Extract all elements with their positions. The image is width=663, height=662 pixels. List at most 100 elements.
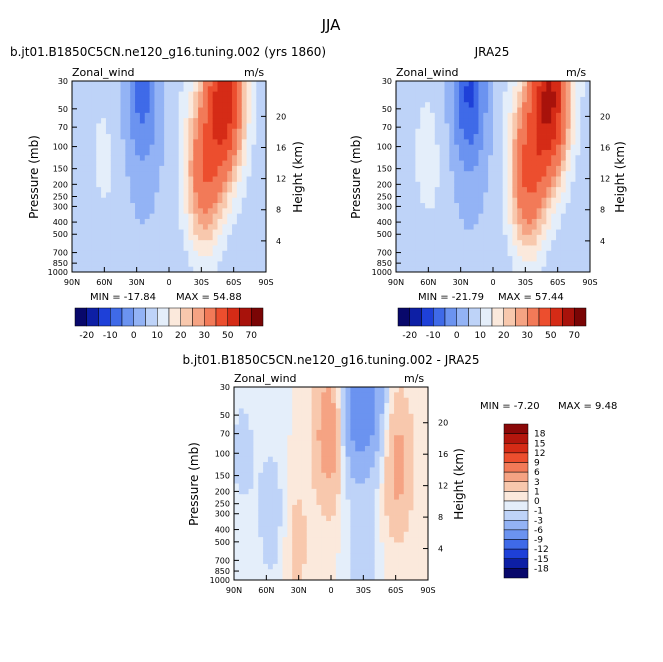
field-cell [459, 118, 465, 124]
field-cell [258, 488, 264, 495]
field-cell [212, 144, 218, 151]
field-cell [326, 387, 332, 393]
field-cell [76, 171, 83, 177]
field-cell [350, 397, 356, 404]
field-cell [556, 81, 562, 87]
field-cell [234, 558, 240, 565]
field-cell [139, 107, 146, 114]
field-cell [497, 197, 504, 204]
field-cell [178, 149, 184, 156]
field-cell [434, 118, 441, 124]
field-cell [331, 462, 337, 468]
field-cell [232, 134, 238, 140]
field-cell [403, 387, 409, 393]
field-cell [483, 134, 489, 140]
field-cell [473, 208, 479, 215]
field-cell [403, 547, 409, 554]
field-cell [326, 467, 332, 474]
colorbar-swatch [397, 307, 410, 327]
field-cell [405, 192, 411, 199]
field-cell [96, 118, 102, 124]
field-cell [236, 234, 243, 241]
field-cell [413, 563, 419, 570]
field-cell [243, 392, 249, 399]
field-cell [502, 245, 508, 252]
field-cell [110, 81, 117, 87]
field-cell [575, 240, 581, 246]
field-cell [360, 440, 366, 447]
field-cell [154, 96, 160, 103]
field-cell [105, 160, 112, 167]
field-cell [384, 526, 390, 533]
field-cell [335, 558, 342, 565]
field-cell [198, 224, 204, 230]
field-cell [81, 171, 87, 177]
field-cell [253, 558, 259, 565]
panel-obs-y2label: Height (km) [613, 141, 627, 212]
field-cell [502, 139, 508, 146]
field-cell [292, 488, 298, 495]
field-cell [282, 563, 288, 570]
field-cell [374, 462, 380, 468]
field-cell [135, 81, 141, 87]
field-cell [238, 462, 245, 468]
field-cell [246, 218, 252, 225]
field-cell [76, 208, 83, 215]
field-cell [418, 526, 424, 533]
field-cell [374, 558, 380, 565]
field-cell [169, 155, 175, 161]
field-cell [413, 526, 419, 533]
field-cell [444, 128, 450, 135]
field-cell [394, 424, 400, 431]
field-cell [340, 499, 346, 506]
field-cell [403, 563, 409, 570]
field-cell [434, 229, 441, 236]
field-cell [105, 187, 112, 193]
field-cell [263, 445, 269, 452]
x-tick-label: 30N [453, 278, 469, 287]
field-cell [418, 504, 424, 511]
field-cell [507, 149, 513, 156]
field-cell [459, 250, 465, 257]
field-cell [408, 542, 414, 549]
field-cell [321, 521, 327, 527]
field-cell [420, 144, 426, 151]
field-cell [115, 128, 121, 135]
field-cell [178, 234, 184, 241]
field-cell [115, 86, 121, 93]
field-cell [522, 160, 528, 167]
field-cell [183, 134, 189, 140]
field-cell [202, 213, 209, 220]
field-cell [403, 574, 409, 581]
field-cell [493, 197, 499, 204]
field-cell [311, 408, 317, 415]
field-cell [178, 261, 184, 268]
field-cell [400, 112, 407, 119]
field-cell [517, 256, 523, 262]
field-cell [253, 467, 259, 474]
field-cell [135, 165, 141, 172]
field-cell [188, 261, 194, 268]
field-cell [560, 96, 567, 103]
field-cell [575, 234, 581, 241]
field-cell [76, 266, 83, 273]
field-cell [444, 112, 450, 119]
field-cell [243, 526, 249, 533]
field-cell [408, 488, 414, 495]
field-cell [423, 472, 429, 479]
field-cell [394, 531, 400, 538]
field-cell [331, 526, 337, 533]
field-cell [301, 435, 308, 442]
field-cell [120, 91, 126, 98]
field-cell [425, 91, 431, 98]
field-cell [243, 499, 249, 506]
field-cell [360, 504, 366, 511]
field-cell [86, 229, 92, 236]
field-cell [463, 266, 470, 273]
field-cell [405, 245, 411, 252]
field-cell [282, 467, 288, 474]
field-cell [193, 176, 199, 183]
field-cell [120, 102, 126, 108]
field-cell [483, 91, 489, 98]
field-cell [473, 240, 479, 246]
